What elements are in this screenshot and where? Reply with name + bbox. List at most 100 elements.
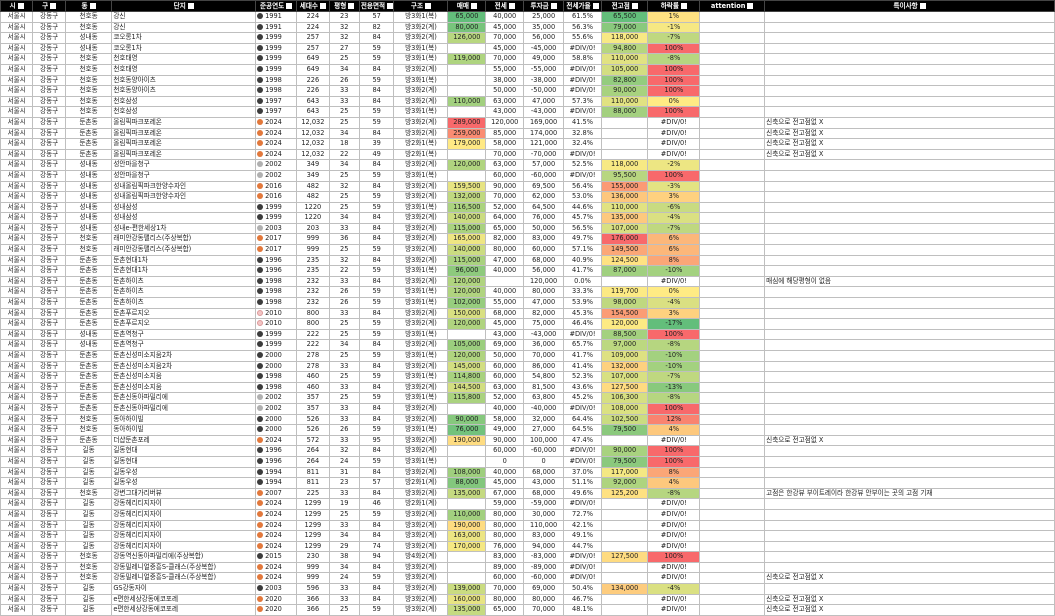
cell-complex[interactable]: 둔촌현대1차: [111, 254, 257, 267]
cell-dong[interactable]: 천호동: [64, 95, 113, 108]
cell-attention[interactable]: [699, 318, 766, 330]
cell-year[interactable]: 2024: [255, 138, 298, 150]
cell-jeonse[interactable]: 60,000: [485, 360, 525, 373]
cell-complex[interactable]: 성안마을청구: [111, 159, 257, 171]
cell-complex[interactable]: 강동밀레니얼중흥S-클래스(주상복합): [111, 572, 257, 585]
cell-year[interactable]: 1999: [255, 63, 298, 76]
cell-complex[interactable]: 성내삼성: [111, 201, 257, 214]
cell-jeonse-ratio[interactable]: 41.7%: [563, 265, 602, 277]
cell-dong[interactable]: 성내동: [64, 212, 113, 224]
cell-investment[interactable]: 35,000: [523, 21, 565, 34]
cell-price[interactable]: 102,000: [447, 297, 487, 309]
cell-attention[interactable]: [699, 32, 766, 44]
cell-households[interactable]: 232: [296, 275, 330, 288]
cell-note[interactable]: 신축으로 전고점없 X: [764, 572, 1055, 585]
cell-jeonse[interactable]: 70,000: [485, 583, 525, 595]
cell-year[interactable]: 2000: [255, 424, 298, 436]
cell-area[interactable]: 84: [358, 381, 395, 394]
cell-district[interactable]: 강동구: [32, 21, 66, 34]
filter-dropdown-icon[interactable]: [680, 3, 687, 9]
cell-attention[interactable]: [699, 413, 766, 426]
cell-structure[interactable]: 방3화2(계): [393, 85, 449, 97]
cell-pyeong[interactable]: 34: [328, 127, 360, 140]
cell-dong[interactable]: 둔촌동: [64, 148, 113, 161]
cell-year[interactable]: 1998: [255, 74, 298, 87]
cell-drop-rate[interactable]: -8%: [647, 339, 701, 351]
cell-jeonse[interactable]: 43,000: [485, 328, 525, 341]
cell-investment[interactable]: 83,000: [523, 233, 565, 246]
cell-price[interactable]: 150,000: [447, 307, 487, 320]
cell-investment[interactable]: 94,000: [523, 540, 565, 553]
cell-jeonse-ratio[interactable]: 47.4%: [563, 434, 602, 447]
cell-jeonse-ratio[interactable]: 56.5%: [563, 222, 602, 235]
cell-jeonse-ratio[interactable]: #DIV/0!: [563, 445, 602, 457]
cell-dong[interactable]: 천호동: [64, 424, 113, 436]
cell-drop-rate[interactable]: #DIV/0!: [647, 593, 701, 606]
cell-attention[interactable]: [699, 297, 766, 309]
cell-structure[interactable]: 방3화2(계): [393, 466, 449, 479]
cell-attention[interactable]: [699, 286, 766, 299]
cell-area[interactable]: 84: [358, 95, 395, 108]
cell-peak[interactable]: 92,000: [600, 477, 649, 489]
cell-note[interactable]: [764, 244, 1055, 256]
cell-drop-rate[interactable]: #DIV/0!: [647, 604, 701, 616]
cell-dong[interactable]: 둔촌동: [64, 360, 113, 373]
cell-district[interactable]: 강동구: [32, 519, 66, 532]
cell-district[interactable]: 강동구: [32, 116, 66, 129]
cell-price[interactable]: 115,000: [447, 254, 487, 267]
cell-drop-rate[interactable]: -4%: [647, 212, 701, 224]
cell-pyeong[interactable]: 25: [328, 318, 360, 330]
cell-attention[interactable]: [699, 445, 766, 457]
cell-jeonse[interactable]: 40,000: [485, 402, 525, 415]
cell-jeonse-ratio[interactable]: 41.5%: [563, 116, 602, 129]
cell-pyeong[interactable]: 18: [328, 138, 360, 150]
cell-investment[interactable]: 47,000: [523, 95, 565, 108]
cell-households[interactable]: 12,032: [296, 138, 330, 150]
cell-district[interactable]: 강동구: [32, 106, 66, 118]
cell-attention[interactable]: [699, 328, 766, 341]
cell-dong[interactable]: 길동: [64, 583, 113, 595]
cell-jeonse[interactable]: 60,000: [485, 572, 525, 585]
cell-households[interactable]: 278: [296, 350, 330, 362]
cell-structure[interactable]: 방3화2(계): [393, 212, 449, 224]
cell-pyeong[interactable]: 22: [328, 265, 360, 277]
cell-year[interactable]: 2024: [255, 116, 298, 129]
cell-district[interactable]: 강동구: [32, 434, 66, 447]
filter-dropdown-icon[interactable]: [550, 3, 557, 9]
cell-complex[interactable]: 래미안강동팰리스(주상복합): [111, 233, 257, 246]
cell-jeonse[interactable]: 70,000: [485, 191, 525, 203]
cell-investment[interactable]: 0: [523, 455, 565, 468]
cell-households[interactable]: 222: [296, 339, 330, 351]
cell-complex[interactable]: GS강동자이: [111, 583, 257, 595]
cell-year[interactable]: 2024: [255, 561, 298, 574]
cell-structure[interactable]: 방3화1(복): [393, 392, 449, 404]
cell-note[interactable]: [764, 95, 1055, 108]
cell-price[interactable]: 90,000: [447, 413, 487, 426]
cell-dong[interactable]: 길동: [64, 593, 113, 606]
cell-structure[interactable]: 방3화2(계): [393, 339, 449, 351]
cell-jeonse[interactable]: 58,000: [485, 138, 525, 150]
cell-structure[interactable]: 방3화2(계): [393, 360, 449, 373]
cell-structure[interactable]: 방3화1(복): [393, 74, 449, 87]
cell-dong[interactable]: 성내동: [64, 159, 113, 171]
cell-pyeong[interactable]: 25: [328, 53, 360, 65]
cell-jeonse-ratio[interactable]: 52.5%: [563, 159, 602, 171]
cell-jeonse[interactable]: 70,000: [485, 148, 525, 161]
cell-investment[interactable]: 32,000: [523, 413, 565, 426]
cell-drop-rate[interactable]: 100%: [647, 455, 701, 468]
cell-peak[interactable]: 134,000: [600, 583, 649, 595]
cell-area[interactable]: 57: [358, 477, 395, 489]
cell-households[interactable]: 1220: [296, 212, 330, 224]
cell-year[interactable]: 2017: [255, 233, 298, 246]
cell-price[interactable]: 140,000: [447, 212, 487, 224]
cell-pyeong[interactable]: 33: [328, 275, 360, 288]
cell-peak[interactable]: 88,500: [600, 328, 649, 341]
cell-district[interactable]: 강동구: [32, 191, 66, 203]
cell-drop-rate[interactable]: 100%: [647, 328, 701, 341]
cell-district[interactable]: 강동구: [32, 127, 66, 140]
cell-area[interactable]: 84: [358, 63, 395, 76]
cell-investment[interactable]: 81,500: [523, 381, 565, 394]
cell-price[interactable]: 145,000: [447, 360, 487, 373]
cell-households[interactable]: 1220: [296, 201, 330, 214]
cell-city[interactable]: 서울시: [0, 392, 34, 404]
